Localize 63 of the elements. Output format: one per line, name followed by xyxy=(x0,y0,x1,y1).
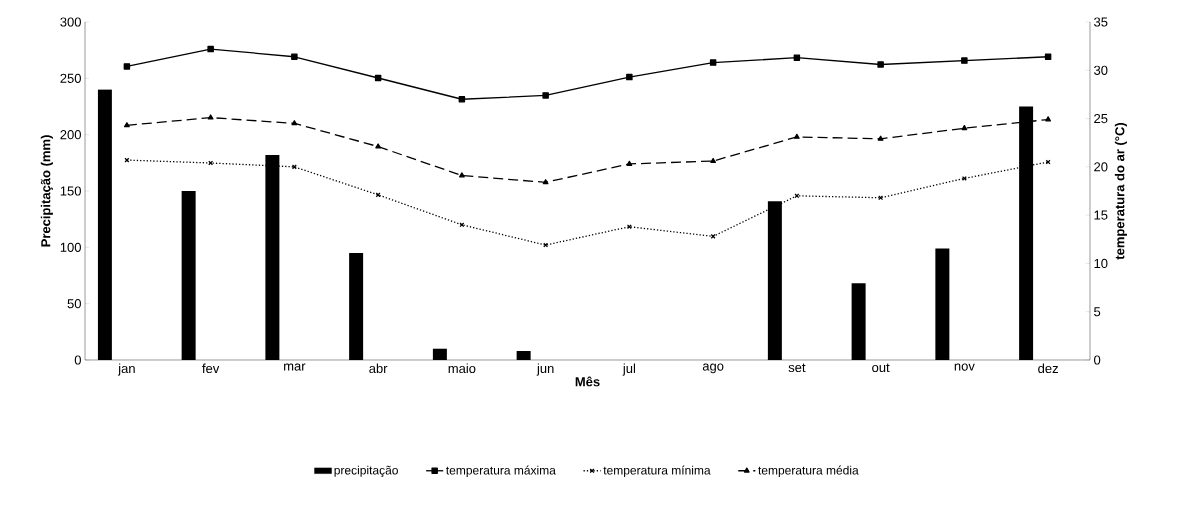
legend-label: temperatura máxima xyxy=(446,465,556,477)
point xyxy=(459,222,465,228)
y-tick-label: 100 xyxy=(60,242,81,252)
y-tick-label: 50 xyxy=(67,299,81,309)
y2-tick-label: 5 xyxy=(1094,307,1101,317)
x-tick-label: fev xyxy=(202,363,220,374)
y2-tick-label: 30 xyxy=(1094,65,1108,75)
point xyxy=(123,122,130,128)
y-axis-title: Precipitação (mm) xyxy=(40,135,53,247)
legend-label: precipitação xyxy=(334,465,398,477)
y-tick-label: 200 xyxy=(60,130,81,140)
point xyxy=(626,160,633,166)
point xyxy=(793,133,800,139)
y2-tick-label: 10 xyxy=(1094,258,1108,269)
point xyxy=(1045,116,1052,122)
point xyxy=(877,135,884,141)
point xyxy=(123,63,131,70)
x-tick-label: ago xyxy=(702,363,724,374)
x-tick-label: abr xyxy=(369,363,388,374)
point xyxy=(626,224,632,230)
y-tick-label: 300 xyxy=(60,17,81,27)
y-tick-label: 250 xyxy=(60,73,81,83)
point xyxy=(542,179,549,185)
point xyxy=(208,160,214,166)
point xyxy=(291,120,298,126)
y2-tick-label: 25 xyxy=(1094,113,1108,124)
point xyxy=(710,233,716,239)
y-tick-label: 0 xyxy=(74,355,81,365)
point xyxy=(542,92,549,99)
point xyxy=(207,114,214,120)
point xyxy=(207,45,214,53)
point xyxy=(626,73,633,81)
y-tick-label: 150 xyxy=(60,186,81,196)
point xyxy=(793,54,801,61)
x-axis-title: Mês xyxy=(575,376,600,387)
point xyxy=(710,157,717,164)
x-tick-label: set xyxy=(788,363,806,373)
point xyxy=(543,242,549,248)
x-tick-label: nov xyxy=(954,363,975,371)
x-tick-label: jul xyxy=(622,363,636,376)
y2-tick-label: 15 xyxy=(1094,210,1108,220)
point xyxy=(961,57,968,64)
point xyxy=(877,61,884,68)
point xyxy=(458,172,465,178)
x-tick-label: out xyxy=(872,363,890,373)
x-tick-label: jun xyxy=(536,363,554,376)
point xyxy=(961,124,968,131)
x-tick-label: maio xyxy=(448,363,476,374)
legend-label: temperatura média xyxy=(758,465,859,477)
y2-tick-label: 20 xyxy=(1094,162,1108,172)
point xyxy=(375,143,382,149)
y2-tick-label: 0 xyxy=(1094,355,1101,365)
y2-tick-label: 35 xyxy=(1094,17,1108,27)
point xyxy=(709,59,717,66)
x-tick-label: dez xyxy=(1038,363,1058,374)
point xyxy=(291,53,298,61)
legend-label: temperatura mínima xyxy=(603,465,711,477)
x-tick-label: jan xyxy=(117,363,135,376)
y2-axis-title: temperatura do ar (°C) xyxy=(1114,122,1127,260)
point xyxy=(458,96,466,103)
x-tick-label: mar xyxy=(284,363,306,371)
point xyxy=(291,164,297,170)
point xyxy=(878,195,884,201)
